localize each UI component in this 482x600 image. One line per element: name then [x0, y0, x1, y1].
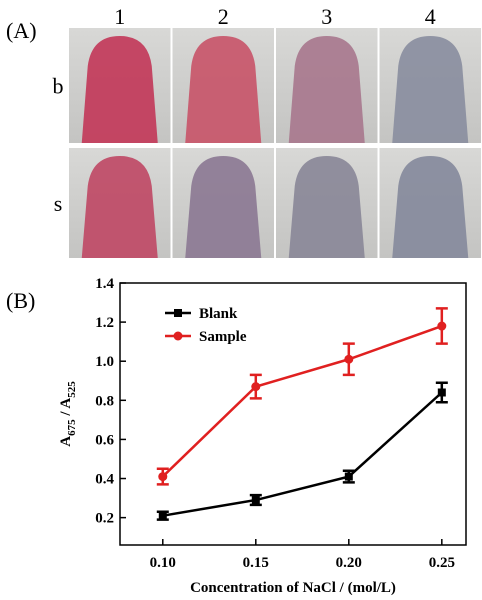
row-label: s [54, 191, 63, 216]
tube [392, 156, 469, 258]
y-axis-label-part: A [58, 436, 74, 447]
legend-label: Sample [199, 329, 247, 345]
marker [437, 388, 446, 397]
y-tick-label: 1.4 [95, 276, 114, 292]
tube [81, 156, 158, 258]
column-label: 2 [218, 4, 229, 29]
tube [185, 36, 262, 143]
column-label: 1 [114, 4, 125, 29]
legend-label: Blank [199, 306, 238, 322]
tube [185, 156, 262, 258]
column-label: 3 [321, 4, 332, 29]
marker [158, 511, 167, 520]
y-tick-label: 0.2 [95, 511, 114, 527]
tube [288, 36, 365, 143]
panel-label: (B) [6, 288, 35, 313]
legend-marker [174, 309, 182, 317]
y-tick-label: 0.8 [95, 393, 114, 409]
chart: 0.2 0.4 0.6 0.8 1.0 1.2 1.4 0.10 0.15 0.20 0.25 Con… [58, 276, 467, 596]
marker [344, 354, 354, 364]
y-tick-label: 1.2 [95, 315, 114, 331]
marker [251, 382, 261, 392]
photo-grid: 1 2 3 4 b s [53, 4, 481, 258]
row-label: b [53, 74, 64, 99]
tube [288, 156, 365, 258]
panel-label: (A) [6, 18, 37, 43]
y-tick-label: 0.6 [95, 432, 114, 448]
plot-frame [119, 282, 467, 546]
y-tick-label: 0.4 [95, 472, 114, 488]
x-tick-label: 0.15 [243, 555, 269, 571]
x-tick-label: 0.10 [150, 555, 176, 571]
marker [251, 496, 260, 505]
tube [392, 36, 469, 143]
y-axis-label: A675 / A525 [58, 381, 78, 447]
column-label: 4 [425, 4, 436, 29]
x-axis-label: Concentration of NaCl / (mol/L) [190, 580, 396, 596]
y-axis-label-part: 525 [66, 381, 78, 398]
y-tick-label: 1.0 [95, 354, 114, 370]
series-line [161, 324, 443, 478]
y-axis-label-part: / A [58, 398, 74, 420]
marker [437, 321, 447, 331]
marker [344, 472, 353, 481]
x-tick-label: 0.25 [429, 555, 455, 571]
legend-marker [173, 331, 183, 341]
tube [81, 36, 158, 143]
series-line [162, 391, 443, 517]
y-axis-label-part: 675 [66, 419, 78, 436]
marker [158, 472, 168, 482]
x-tick-label: 0.20 [336, 555, 362, 571]
